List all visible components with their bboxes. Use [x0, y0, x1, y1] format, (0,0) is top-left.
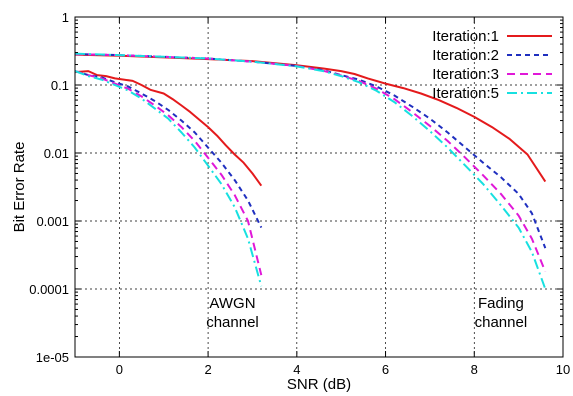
x-tick-label: 10	[556, 362, 570, 377]
annotations: AWGN channel Fading channel	[206, 295, 527, 331]
annotation-text: channel	[206, 314, 259, 331]
legend-label: Iteration:3	[432, 66, 499, 83]
y-tick-label: 1	[62, 10, 69, 25]
y-tick-label: 1e-05	[36, 350, 69, 365]
series-line-iteration-4-segment-1	[74, 70, 263, 287]
annotation-text: channel	[475, 314, 528, 331]
series-group	[74, 52, 547, 290]
x-tick-label: 4	[293, 362, 300, 377]
y-tick-label: 0.1	[51, 78, 69, 93]
y-axis-title: Bit Error Rate	[11, 142, 28, 233]
series-line-iteration-3-segment-1	[74, 70, 263, 276]
series-line-iteration-1-segment-1	[74, 70, 263, 187]
x-tick-label: 6	[382, 362, 389, 377]
plot-frame	[74, 16, 564, 358]
x-tick-label: 2	[204, 362, 211, 377]
y-tick-label: 0.0001	[29, 282, 69, 297]
legend-label: Iteration:1	[432, 28, 499, 45]
legend: Iteration:1 Iteration:2 Iteration:3 Iterati…	[432, 28, 552, 102]
annotation-text: AWGN	[209, 295, 255, 312]
legend-label: Iteration:5	[432, 85, 499, 102]
y-tick-label: 0.001	[36, 214, 69, 229]
x-axis-title: SNR (dB)	[287, 376, 351, 393]
legend-label: Iteration:2	[432, 47, 499, 64]
series-line-iteration-3-segment-2	[74, 53, 547, 272]
ticks: 0 2 4 6 8 10 1 0.1 0.01 0.001 0.0001 1e-05	[29, 10, 570, 377]
annotation-text: Fading	[478, 295, 524, 312]
y-tick-label: 0.01	[44, 146, 69, 161]
series-line-iteration-2-segment-1	[74, 70, 263, 229]
x-tick-label: 8	[471, 362, 478, 377]
x-tick-label: 0	[116, 362, 123, 377]
series-line-iteration-4-segment-2	[74, 52, 547, 290]
grid	[75, 17, 563, 357]
